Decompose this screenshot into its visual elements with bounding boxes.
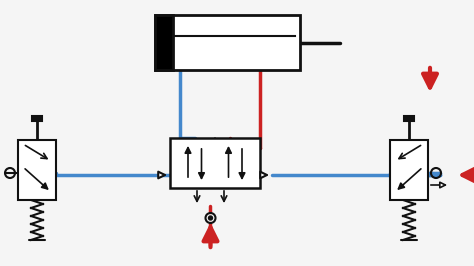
Bar	[155, 15, 300, 70]
Bar	[32, 116, 42, 121]
Bar	[404, 116, 414, 121]
Bar	[170, 138, 260, 188]
Bar	[18, 140, 56, 200]
Circle shape	[209, 216, 212, 220]
Bar	[390, 140, 428, 200]
Bar	[155, 15, 173, 70]
